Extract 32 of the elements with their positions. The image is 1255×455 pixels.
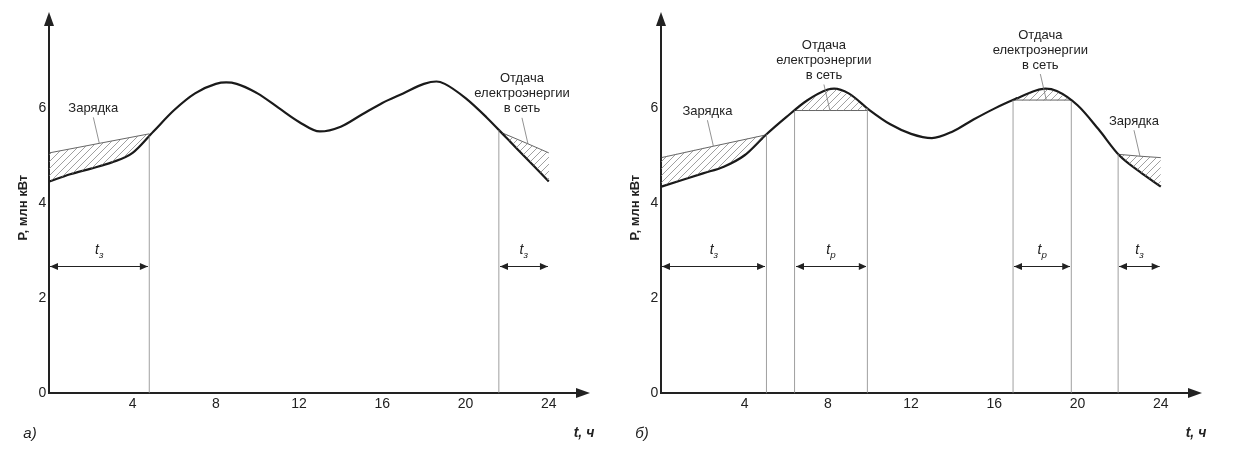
- x-tick-label: 8: [211, 395, 220, 412]
- x-tick-label: 24: [1153, 395, 1169, 412]
- x-tick-label: 4: [128, 395, 137, 412]
- y-tick-label: 4: [650, 193, 659, 210]
- x-tick-label: 16: [374, 395, 391, 412]
- annotation: Зарядка: [1108, 112, 1160, 128]
- y-axis-title: P, млн кВт: [627, 174, 643, 241]
- x-tick-label: 12: [903, 395, 920, 412]
- text: б): [635, 424, 649, 442]
- y-tick-label: 4: [38, 193, 47, 210]
- x-tick-label: 24: [541, 395, 557, 412]
- y-tick-label: 0: [38, 384, 47, 401]
- y-tick-label: 0: [650, 384, 659, 401]
- x-tick-label: 20: [1069, 395, 1086, 412]
- x-tick-label: 20: [457, 395, 474, 412]
- y-tick-label: 2: [38, 288, 47, 305]
- x-axis-title: t, ч: [1185, 424, 1207, 441]
- y-tick-label: 2: [650, 288, 659, 305]
- annotation: Зарядка: [68, 99, 120, 115]
- x-tick-label: 16: [986, 395, 1003, 412]
- x-tick-label: 4: [740, 395, 749, 412]
- text: а): [23, 424, 37, 442]
- annotation: Отдача електроэнергии в сеть: [474, 70, 570, 116]
- x-tick-label: 12: [291, 395, 308, 412]
- y-tick-label: 6: [650, 98, 659, 115]
- y-axis-title: P, млн кВт: [15, 174, 31, 241]
- x-tick-label: 8: [823, 395, 832, 412]
- annotation: Зарядка: [682, 102, 734, 118]
- annotation: Отдача електроэнергии в сеть: [776, 37, 872, 83]
- annotation: Отдача електроэнергии в сеть: [992, 26, 1089, 72]
- x-axis-title: t, ч: [573, 424, 595, 441]
- y-tick-label: 6: [38, 98, 47, 115]
